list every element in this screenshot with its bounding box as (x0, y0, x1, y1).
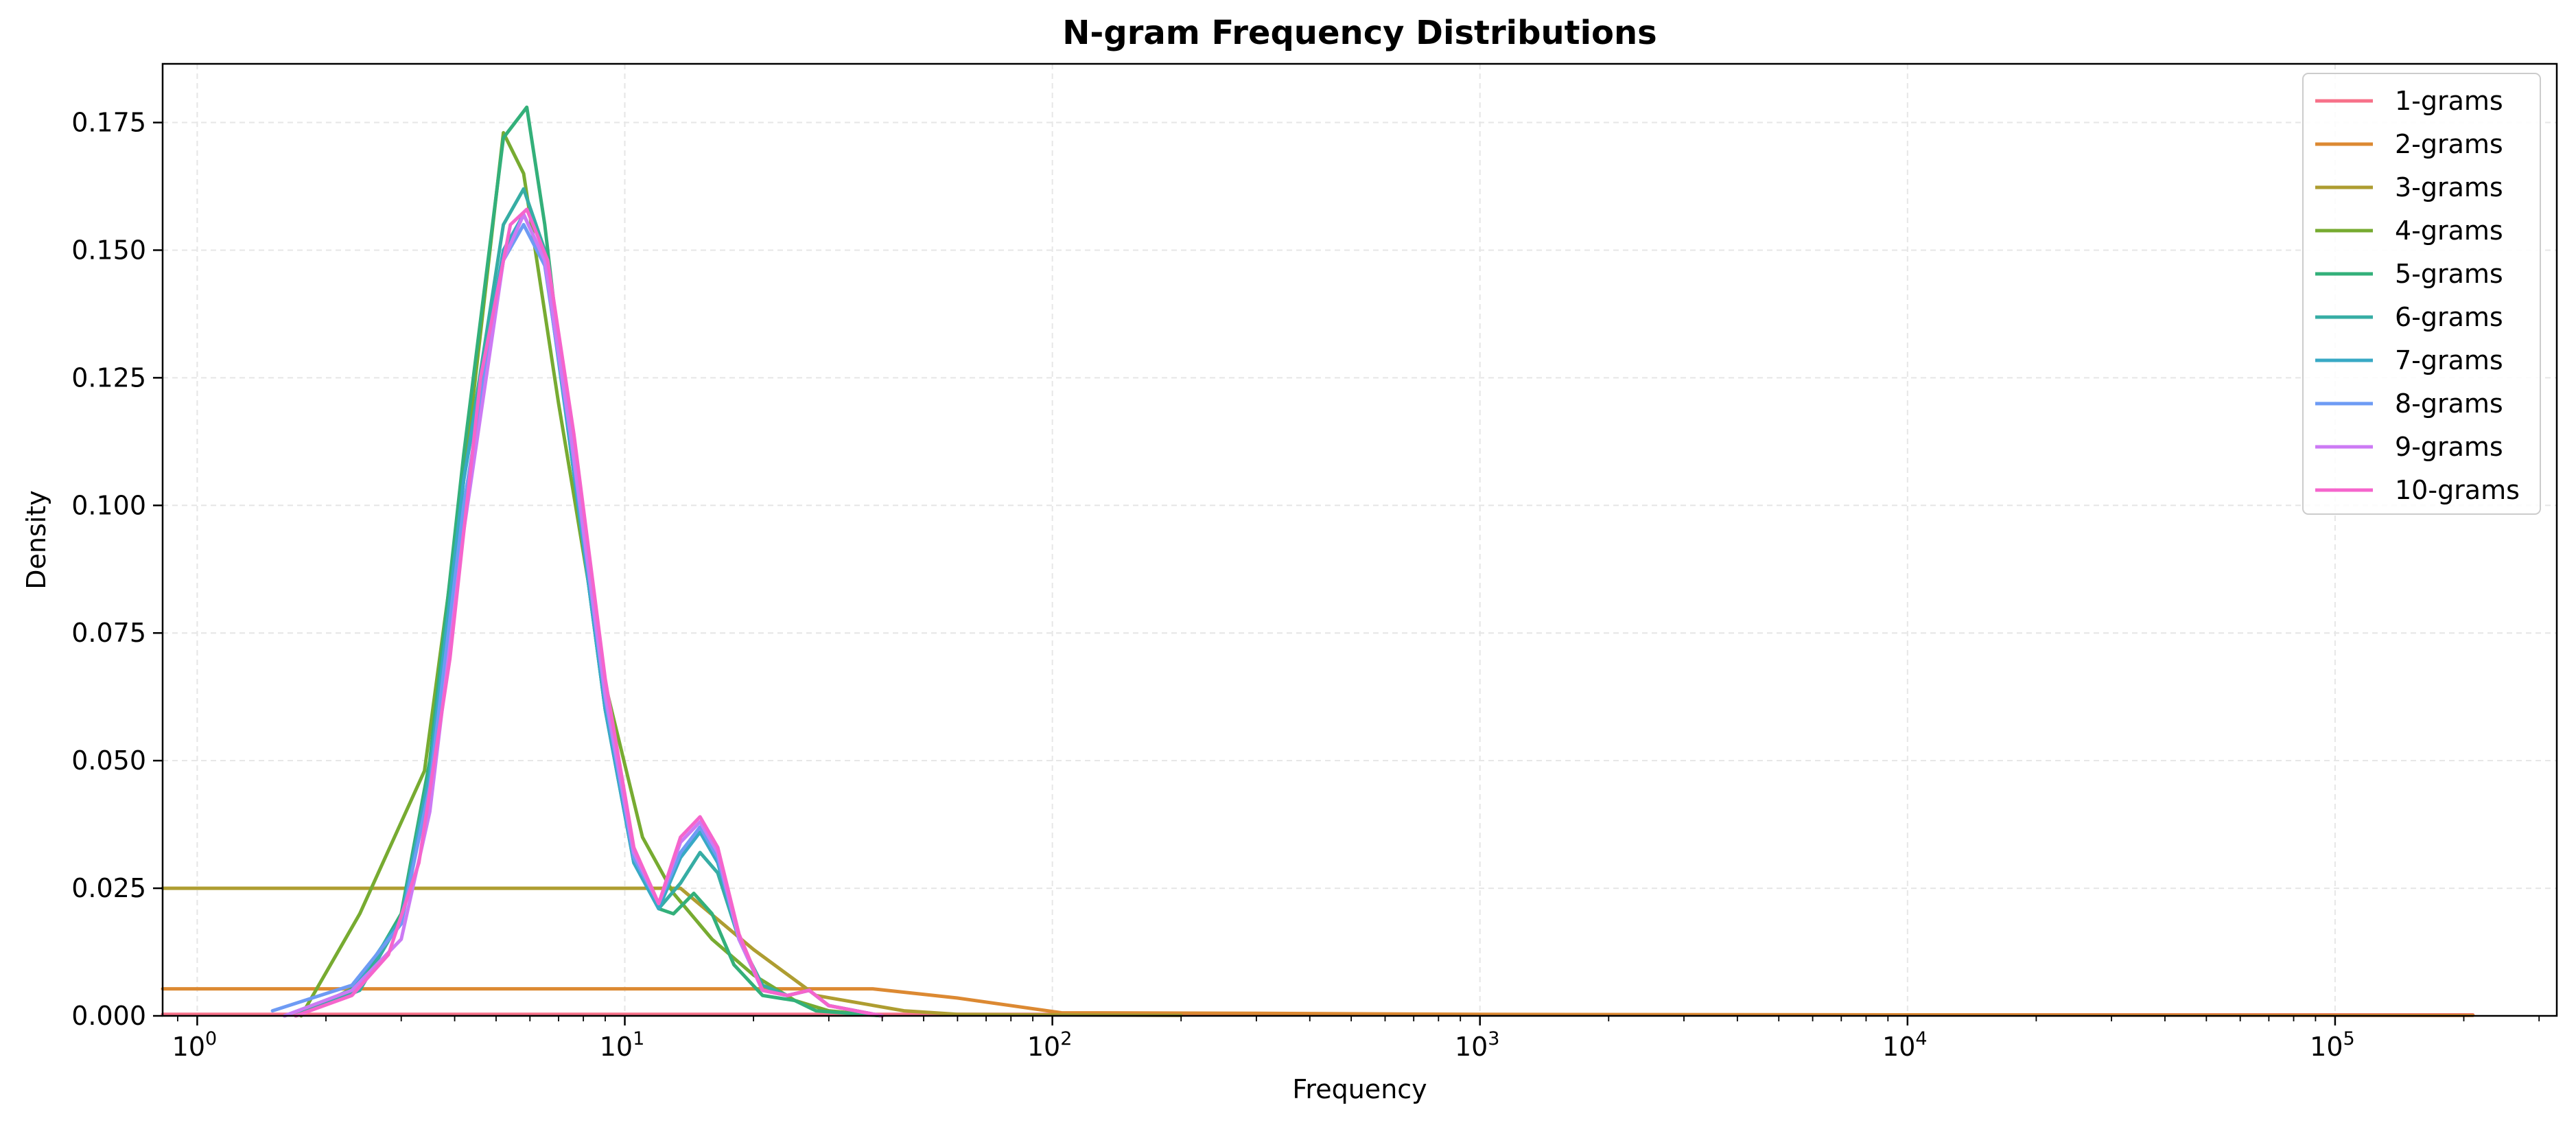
y-axis-label: Density (21, 490, 51, 589)
x-axis-label: Frequency (1292, 1074, 1427, 1104)
series-line-2-grams (161, 987, 2475, 1017)
legend-label-3-grams: 3-grams (2395, 172, 2503, 202)
y-tick-label: 0.100 (71, 490, 146, 520)
legend-label-9-grams: 9-grams (2395, 432, 2503, 462)
y-tick-label: 0.175 (71, 108, 146, 138)
legend-label-2-grams: 2-grams (2395, 129, 2503, 159)
y-tick-label: 0.025 (71, 873, 146, 903)
x-tick-label: 102 (1027, 1028, 1073, 1062)
x-tick-label: 103 (1455, 1028, 1500, 1062)
x-tick-label: 104 (1882, 1028, 1928, 1062)
legend-label-4-grams: 4-grams (2395, 216, 2503, 246)
x-tick-label: 100 (172, 1028, 218, 1062)
legend-label-8-grams: 8-grams (2395, 388, 2503, 419)
series-lines (161, 105, 2475, 1018)
chart-title: N-gram Frequency Distributions (1062, 14, 1656, 52)
y-tick-label: 0.150 (71, 235, 146, 265)
legend-label-10-grams: 10-grams (2395, 475, 2520, 505)
legend-label-7-grams: 7-grams (2395, 345, 2503, 375)
series-line-10-grams (294, 207, 885, 1018)
legend-label-5-grams: 5-grams (2395, 259, 2503, 289)
x-tick-label: 101 (600, 1028, 645, 1062)
plot-area-frame (161, 62, 2558, 1017)
y-tick-label: 0.075 (71, 618, 146, 648)
y-tick-label: 0.050 (71, 745, 146, 776)
legend-label-6-grams: 6-grams (2395, 302, 2503, 332)
y-axis-ticks: 0.000 0.025 0.050 0.075 0.100 0.125 0.150 0.175 (71, 108, 163, 1031)
legend: 1-grams 2-grams 3-grams 4-grams 5-grams 6-gra… (2302, 73, 2541, 515)
x-axis-ticks: 100 101 102 103 104 105 (172, 1016, 2540, 1062)
x-tick-label: 105 (2310, 1028, 2355, 1062)
y-tick-label: 0.000 (71, 1001, 146, 1031)
legend-label-1-grams: 1-grams (2395, 86, 2503, 116)
y-tick-label: 0.125 (71, 362, 146, 393)
